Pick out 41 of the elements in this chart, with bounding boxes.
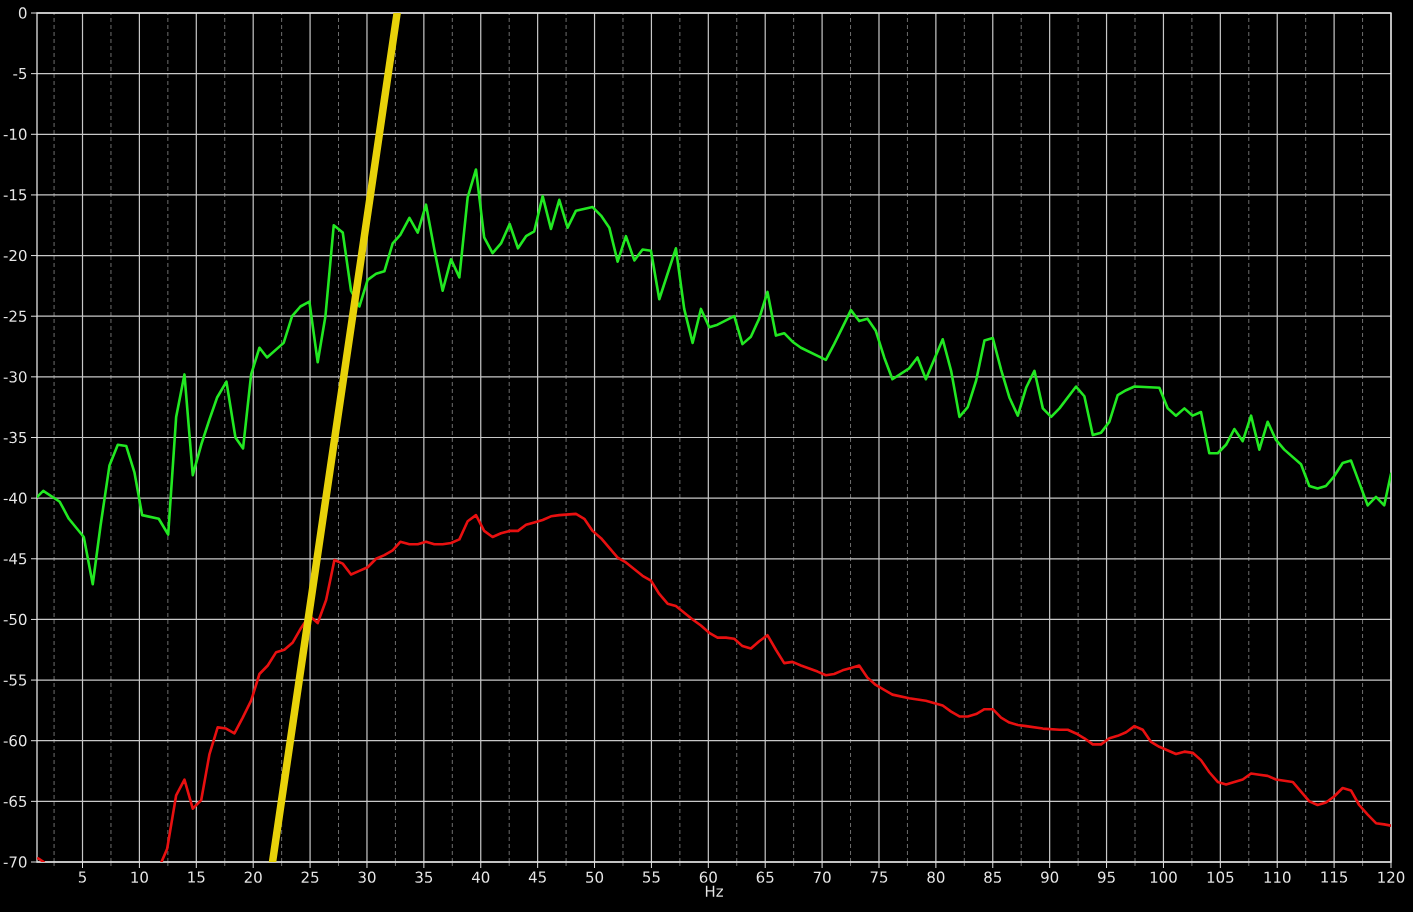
x-tick-label: 110 bbox=[1264, 871, 1291, 883]
y-tick-label: -5 bbox=[13, 68, 27, 80]
y-tick-label: -55 bbox=[3, 674, 27, 686]
x-tick-label: 20 bbox=[244, 871, 262, 883]
x-tick-label: 45 bbox=[528, 871, 546, 883]
x-tick-label: 55 bbox=[643, 871, 660, 883]
y-tick-label: -30 bbox=[3, 371, 27, 383]
y-tick-label: -60 bbox=[3, 735, 27, 747]
x-tick-label: 15 bbox=[188, 871, 205, 883]
x-tick-label: 40 bbox=[471, 871, 490, 883]
y-tick-label: -25 bbox=[3, 310, 27, 322]
x-tick-label: 95 bbox=[1097, 871, 1115, 883]
x-tick-label: 70 bbox=[813, 871, 831, 883]
y-tick-label: -70 bbox=[3, 856, 27, 868]
x-tick-label: 10 bbox=[131, 871, 148, 883]
line-series bbox=[37, 168, 1392, 586]
y-tick-label: -50 bbox=[3, 613, 27, 626]
y-tick-label: -15 bbox=[3, 189, 27, 201]
x-tick-label: 50 bbox=[586, 871, 604, 883]
x-tick-label: 75 bbox=[870, 871, 888, 883]
y-tick-label: -40 bbox=[3, 492, 27, 504]
x-tick-label: 100 bbox=[1150, 871, 1177, 883]
x-tick-label: 80 bbox=[927, 871, 945, 883]
x-tick-label: 105 bbox=[1207, 871, 1234, 883]
y-tick-label: -65 bbox=[3, 795, 27, 808]
x-tick-label: 30 bbox=[358, 871, 376, 883]
y-tick-label: -45 bbox=[3, 553, 27, 565]
y-tick-label: -10 bbox=[3, 128, 27, 140]
x-tick-label: 120 bbox=[1378, 871, 1405, 883]
y-tick-label: -20 bbox=[3, 249, 27, 262]
x-tick-label: 65 bbox=[756, 871, 774, 883]
x-tick-label: 115 bbox=[1321, 871, 1348, 883]
x-tick-label: 5 bbox=[78, 871, 86, 883]
x-tick-label: 35 bbox=[415, 871, 433, 883]
x-tick-label: 25 bbox=[301, 871, 319, 883]
x-tick-label: 85 bbox=[984, 871, 1001, 883]
y-tick-label: 0 bbox=[18, 7, 27, 19]
x-axis-title: Hz bbox=[705, 885, 723, 897]
x-tick-label: 60 bbox=[699, 871, 717, 883]
x-tick-label: 90 bbox=[1041, 871, 1059, 883]
y-tick-label: -35 bbox=[3, 431, 27, 444]
